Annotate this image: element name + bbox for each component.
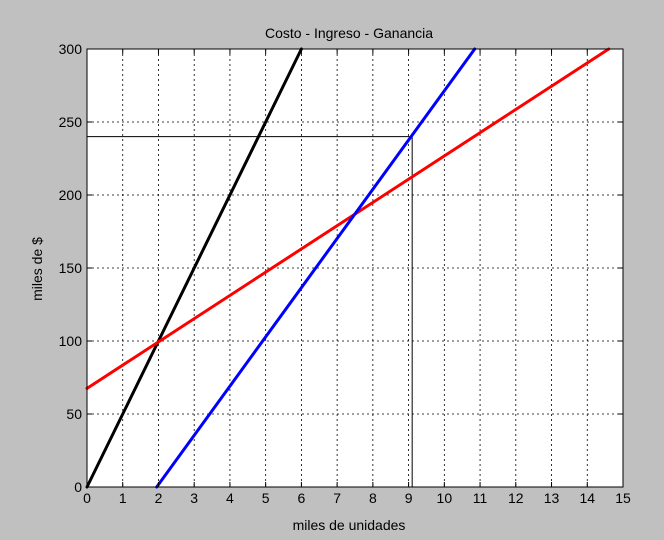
y-tick-label: 100 — [59, 333, 83, 349]
x-tick-label: 2 — [155, 490, 163, 506]
y-tick-label: 200 — [59, 187, 83, 203]
x-tick-label: 8 — [369, 490, 377, 506]
x-tick-label: 3 — [190, 490, 198, 506]
x-tick-label: 13 — [544, 490, 560, 506]
series-line-3 — [155, 47, 477, 489]
y-tick-label: 150 — [59, 260, 83, 276]
series-lines — [85, 47, 611, 489]
series-line-1 — [85, 47, 303, 489]
x-tick-label: 15 — [615, 490, 631, 506]
x-ticks: 0 1 2 3 4 5 6 7 8 9 10 11 12 13 14 15 — [83, 49, 631, 506]
y-tick-label: 300 — [59, 41, 83, 57]
y-tick-label: 250 — [59, 114, 83, 130]
x-tick-label: 1 — [119, 490, 127, 506]
x-tick-label: 10 — [437, 490, 453, 506]
y-axis-label: miles de $ — [29, 237, 45, 301]
series-line-2 — [85, 47, 611, 390]
y-tick-label: 50 — [66, 406, 82, 422]
x-tick-label: 14 — [579, 490, 595, 506]
x-tick-label: 12 — [508, 490, 524, 506]
x-tick-label: 5 — [262, 490, 270, 506]
reference-lines — [87, 136, 413, 487]
chart-title: Costo - Ingreso - Ganancia — [265, 25, 433, 41]
x-tick-label: 0 — [83, 490, 91, 506]
x-tick-label: 4 — [226, 490, 234, 506]
x-tick-label: 11 — [473, 490, 488, 506]
y-ticks: 0 50 100 150 200 250 300 — [59, 41, 623, 495]
x-tick-label: 7 — [333, 490, 341, 506]
x-tick-label: 6 — [298, 490, 306, 506]
x-tick-label: 9 — [405, 490, 413, 506]
y-tick-label: 0 — [74, 479, 82, 495]
x-axis-label: miles de unidades — [293, 517, 406, 533]
